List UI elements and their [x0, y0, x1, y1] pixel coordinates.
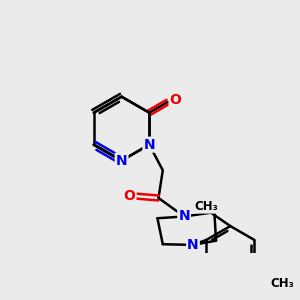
Text: N: N: [143, 138, 155, 152]
Text: N: N: [178, 209, 190, 224]
Text: N: N: [187, 238, 199, 252]
Text: O: O: [169, 93, 181, 107]
Text: CH₃: CH₃: [195, 200, 218, 213]
Text: CH₃: CH₃: [270, 277, 294, 290]
Text: N: N: [116, 154, 127, 168]
Text: O: O: [123, 189, 135, 203]
